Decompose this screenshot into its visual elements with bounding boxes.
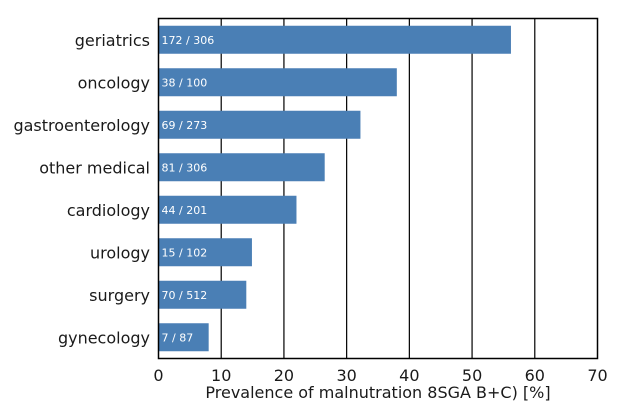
bar-count-label: 44 / 201 xyxy=(162,204,208,217)
bar-count-label: 38 / 100 xyxy=(162,76,208,89)
bars xyxy=(158,25,511,352)
category-label: surgery xyxy=(89,286,150,305)
x-tick-label-20: 20 xyxy=(274,366,294,385)
bar-cardiology xyxy=(158,195,297,224)
bar-count-label: 172 / 306 xyxy=(162,34,215,47)
bar-urology xyxy=(158,238,252,267)
bar-count-labels: 172 / 306 38 / 100 69 / 273 81 / 306 44 / 20… xyxy=(162,34,215,345)
category-label: geriatrics xyxy=(75,31,150,50)
bar-geriatrics xyxy=(158,25,511,54)
x-tick-label-30: 30 xyxy=(336,366,356,385)
category-label: gynecology xyxy=(58,328,150,347)
bar-count-label: 7 / 87 xyxy=(162,331,194,344)
bar-oncology xyxy=(158,68,397,97)
x-tick-label-50: 50 xyxy=(462,366,482,385)
x-axis-title: Prevalence of malnutration 8SGA B+C) [%] xyxy=(205,383,550,402)
category-labels: geriatrics oncology gastroenterology other … xyxy=(13,31,150,348)
x-tick-label-60: 60 xyxy=(525,366,545,385)
x-tick-label-70: 70 xyxy=(587,366,607,385)
bar-count-label: 69 / 273 xyxy=(162,119,208,132)
category-label: oncology xyxy=(78,73,150,92)
category-label: gastroenterology xyxy=(13,116,150,135)
x-tick-label-0: 0 xyxy=(153,366,163,385)
x-tick-labels: 0 10 20 30 40 50 60 70 xyxy=(153,366,607,385)
plot-frame xyxy=(157,17,599,360)
bar-count-label: 81 / 306 xyxy=(162,161,208,174)
bar-count-label: 15 / 102 xyxy=(162,246,208,259)
bar-other-medical xyxy=(158,153,325,182)
category-label: urology xyxy=(90,243,150,262)
bar-count-label: 70 / 512 xyxy=(162,289,208,302)
bar-gastroenterology xyxy=(158,110,361,139)
category-label: cardiology xyxy=(67,201,150,220)
bar-surgery xyxy=(158,280,247,309)
category-label: other medical xyxy=(39,158,150,177)
x-tick-label-40: 40 xyxy=(399,366,419,385)
bar-gynecology xyxy=(158,323,209,352)
x-tick-label-10: 10 xyxy=(211,366,231,385)
